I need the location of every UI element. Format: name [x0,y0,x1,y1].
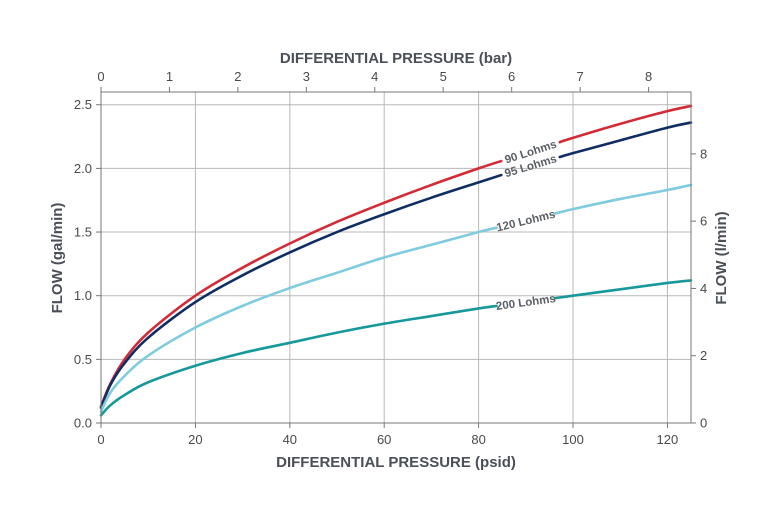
x-tick-label: 20 [188,432,202,447]
x-tick-label: 80 [471,432,485,447]
grid-lines [100,92,691,424]
series-line-90-lohms [558,104,693,144]
x2-tick-label: 8 [645,69,652,84]
series-lines [99,104,693,417]
x-tick-label: 60 [377,432,391,447]
series-line-95-lohms [558,121,693,159]
y-tick-label: 0.0 [74,416,92,431]
y-tick-label: 1.5 [74,225,92,240]
right-axis-ticks: 0 2 4 6 8 [691,146,707,431]
x2-tick-label: 2 [234,69,241,84]
bottom-axis-ticks: 0 20 40 60 80 100 120 [97,423,678,447]
y-axis-title: FLOW (gal/min) [49,203,66,314]
x2-tick-label: 1 [166,69,173,84]
x-axis-title: DIFFERENTIAL PRESSURE (psid) [276,454,516,471]
x-tick-label: 0 [97,432,104,447]
x2-tick-label: 4 [371,69,378,84]
series-line-200-lohms [553,279,693,300]
series-line-95-lohms [99,173,503,410]
x2-tick-label: 5 [440,69,447,84]
x2-tick-label: 3 [303,69,310,84]
top-axis-ticks: 0 1 2 3 4 5 6 7 8 [97,69,652,92]
y2-tick-label: 4 [700,281,707,296]
y-tick-label: 1.0 [74,288,92,303]
series-line-200-lohms [99,304,498,417]
y2-tick-label: 6 [700,214,707,229]
y2-axis-title: FLOW (l/min) [713,211,730,304]
y2-tick-label: 8 [700,146,707,161]
left-axis-ticks: 0.0 0.5 1.0 1.5 2.0 2.5 [74,97,101,431]
x2-tick-label: 0 [97,69,104,84]
x-tick-label: 40 [283,432,297,447]
y2-tick-label: 0 [700,416,707,431]
plot-frame [100,91,692,424]
series-line-120-lohms [99,226,498,413]
y-tick-label: 2.0 [74,161,92,176]
y-tick-label: 0.5 [74,352,92,367]
x2-axis-title: DIFFERENTIAL PRESSURE (bar) [280,50,512,67]
x2-tick-label: 6 [508,69,515,84]
x-tick-label: 100 [562,432,584,447]
x-tick-label: 120 [657,432,679,447]
series-line-120-lohms [553,183,693,215]
x2-tick-label: 7 [577,69,584,84]
series-line-90-lohms [99,159,503,408]
series-label-120-lohms: 120 Lohms [495,209,556,235]
y-tick-label: 2.5 [74,97,92,112]
y2-tick-label: 2 [700,348,707,363]
